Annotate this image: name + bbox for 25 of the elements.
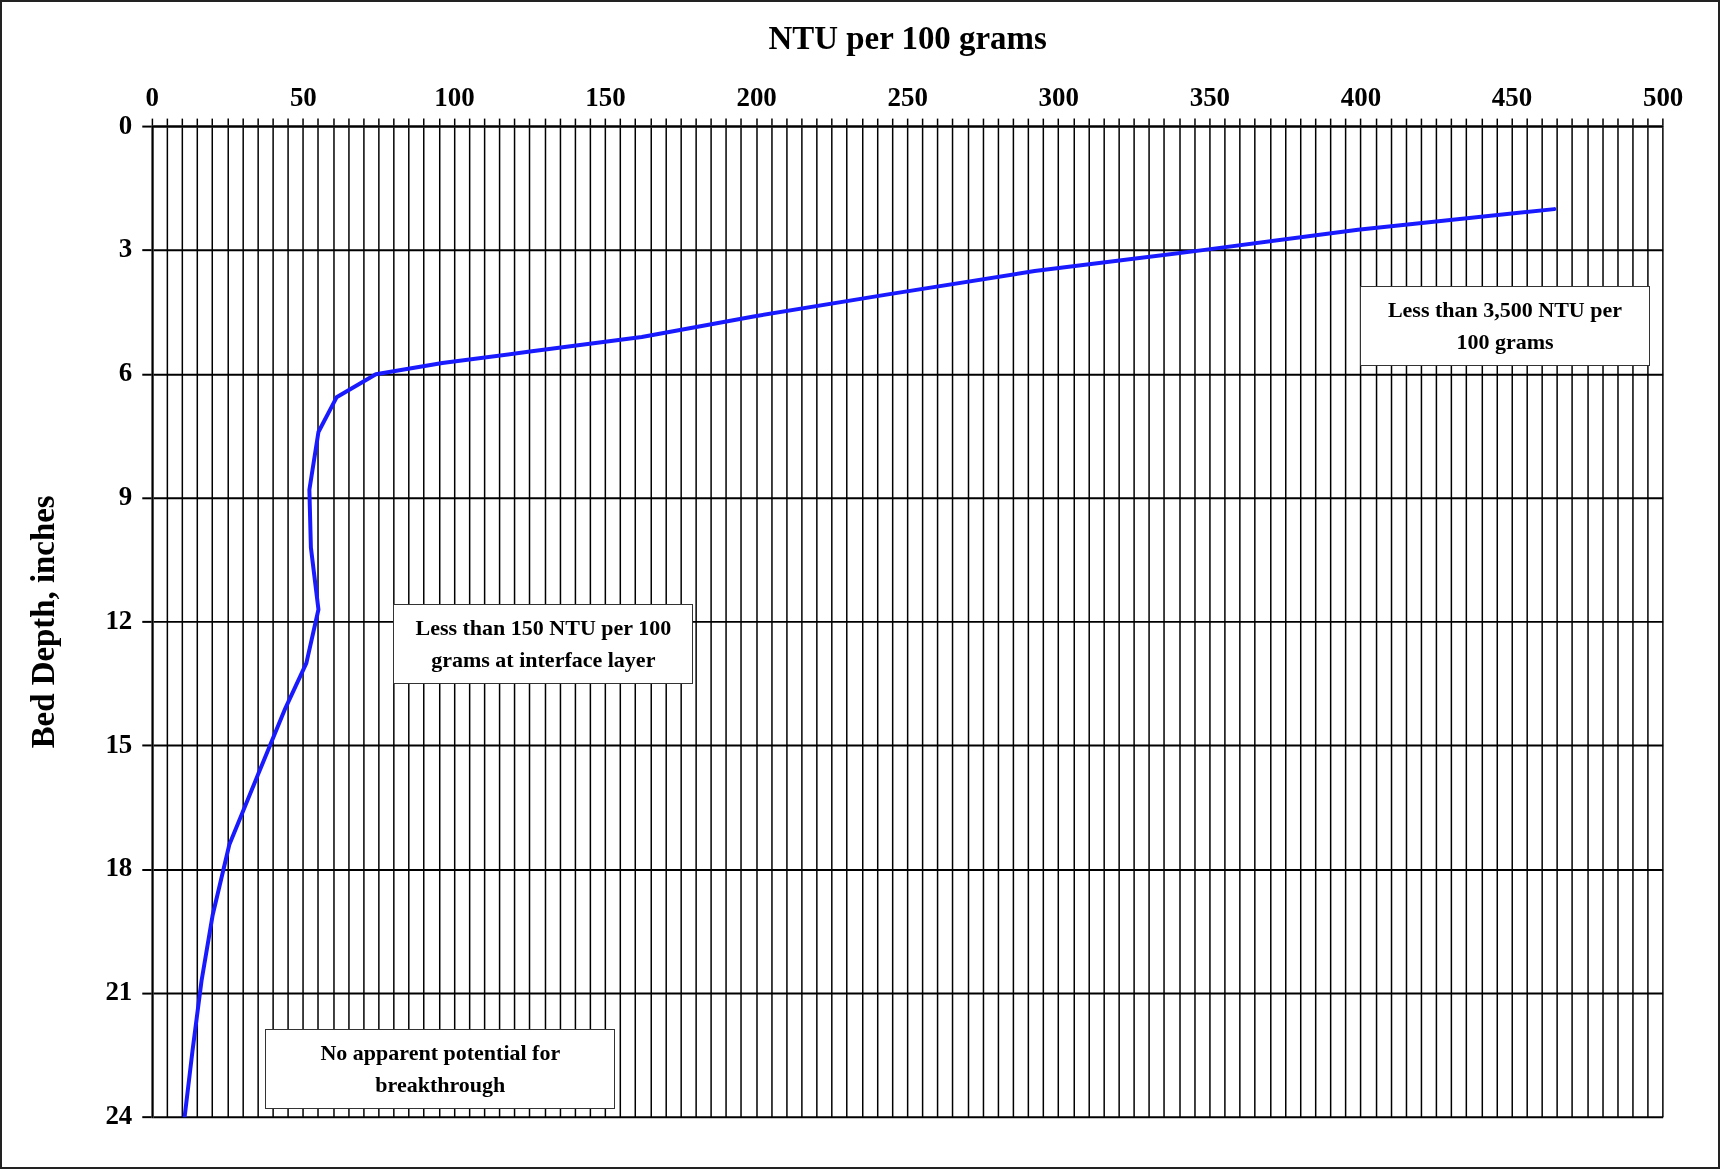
x-tick-label: 500	[1642, 82, 1684, 113]
y-tick-label: 24	[105, 1100, 133, 1131]
y-tick-label: 0	[118, 109, 133, 140]
y-tick-label: 9	[118, 481, 133, 511]
x-tick-label: 100	[434, 82, 475, 113]
y-axis-title: Bed Depth, inches	[25, 495, 62, 749]
y-tick-label: 15	[105, 728, 133, 759]
x-tick-label: 250	[887, 82, 928, 113]
x-axis-title: NTU per 100 grams	[768, 20, 1047, 57]
x-tick-label: 0	[145, 82, 159, 113]
x-tick-label: 150	[585, 82, 626, 113]
x-tick-label: 350	[1189, 82, 1231, 113]
y-tick-label: 6	[118, 357, 133, 388]
x-tick-label: 200	[736, 82, 777, 113]
callout-box: Less than 3,500 NTU per 100 grams	[1359, 285, 1650, 366]
x-tick-label: 50	[289, 82, 317, 113]
x-tick-label: 450	[1491, 82, 1533, 113]
y-tick-label: 3	[118, 233, 133, 264]
y-tick-label: 18	[105, 852, 133, 883]
x-tick-label: 400	[1340, 82, 1382, 113]
y-tick-label: 21	[105, 976, 133, 1007]
callout-box: No apparent potential for breakthrough	[265, 1029, 616, 1110]
x-tick-label: 300	[1038, 82, 1079, 113]
y-tick-label: 12	[105, 604, 133, 635]
callout-box: Less than 150 NTU per 100 grams at interface layer	[393, 603, 694, 684]
